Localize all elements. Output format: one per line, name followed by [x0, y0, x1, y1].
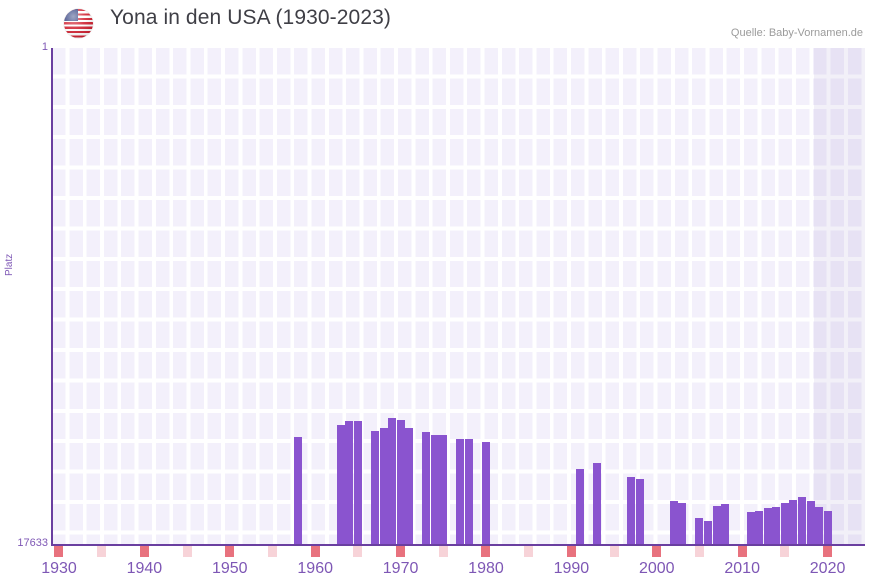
x-tick-major [396, 546, 406, 557]
x-tick-major [652, 546, 662, 557]
bar [797, 497, 806, 545]
bar [353, 420, 362, 545]
bar [669, 501, 678, 545]
x-tick-major [737, 546, 747, 557]
recent-years-shaded-region [814, 48, 865, 545]
x-axis-label-1980: 1980 [468, 560, 504, 577]
y-axis-tick-label-bottom: 17633 [17, 537, 48, 549]
bar [481, 441, 490, 545]
bar [627, 476, 636, 545]
bar [780, 503, 789, 545]
x-axis-line [51, 544, 865, 546]
x-tick-minor [780, 546, 790, 557]
x-tick-minor [182, 546, 192, 557]
bar [396, 419, 405, 545]
bar-series [52, 48, 865, 545]
bar [712, 505, 721, 545]
source-attribution: Quelle: Baby-Vornamen.de [730, 27, 863, 39]
chart-header: Yona in den USA (1930-2023) Quelle: Baby… [0, 0, 873, 46]
bar [746, 512, 755, 545]
x-tick-major [823, 546, 833, 557]
bar [439, 434, 448, 545]
chart-plot-area [52, 48, 865, 545]
bar [789, 500, 798, 545]
bar [464, 438, 473, 545]
bar [721, 504, 730, 545]
x-axis-label-1990: 1990 [553, 560, 590, 577]
x-axis-tick-labels: 1930 1940 1950 1960 1970 1980 1990 2000 2010 2020 [0, 560, 873, 586]
x-tick-minor [97, 546, 107, 557]
bar [422, 431, 431, 545]
bar [379, 427, 388, 545]
x-axis-tick-marks [0, 546, 873, 558]
y-axis-title: Platz [4, 253, 15, 276]
x-tick-minor [694, 546, 704, 557]
x-tick-major [310, 546, 320, 557]
x-tick-minor [438, 546, 448, 557]
x-tick-major [566, 546, 576, 557]
bar [806, 500, 815, 545]
bar [430, 434, 439, 545]
bar [345, 420, 354, 545]
y-axis-tick-label-top: 1 [41, 41, 48, 53]
bar [678, 503, 687, 545]
usa-flag-icon [64, 9, 93, 38]
y-axis-line [51, 48, 53, 545]
bar [370, 430, 379, 545]
bar [593, 462, 601, 545]
x-tick-minor [524, 546, 534, 557]
x-axis-label-1940: 1940 [126, 560, 163, 577]
bar [405, 427, 414, 545]
x-axis-label-2000: 2000 [638, 560, 675, 577]
bar [336, 424, 345, 545]
x-axis-label-2020: 2020 [809, 560, 846, 577]
x-tick-major [54, 546, 64, 557]
bar [815, 506, 824, 545]
bar [772, 506, 781, 545]
bar [575, 468, 584, 545]
flag-gloss [64, 9, 93, 38]
bar [635, 478, 644, 545]
bar [763, 507, 772, 545]
x-axis-label-1950: 1950 [211, 560, 248, 577]
bar [755, 510, 764, 545]
bar [456, 438, 465, 545]
bar [704, 521, 713, 545]
bar [695, 518, 704, 545]
x-tick-minor [609, 546, 619, 557]
x-axis-label-1970: 1970 [382, 560, 419, 577]
x-tick-major [225, 546, 235, 557]
x-tick-major [139, 546, 149, 557]
x-axis-label-1930: 1930 [41, 560, 77, 577]
x-tick-minor [267, 546, 277, 557]
page-title: Yona in den USA (1930-2023) [110, 6, 391, 29]
bar [388, 417, 397, 545]
x-axis-label-1960: 1960 [297, 560, 333, 577]
x-tick-major [481, 546, 491, 557]
x-tick-minor [353, 546, 363, 557]
bar [294, 436, 303, 545]
x-axis-label-2010: 2010 [724, 560, 760, 577]
bar [823, 510, 832, 545]
